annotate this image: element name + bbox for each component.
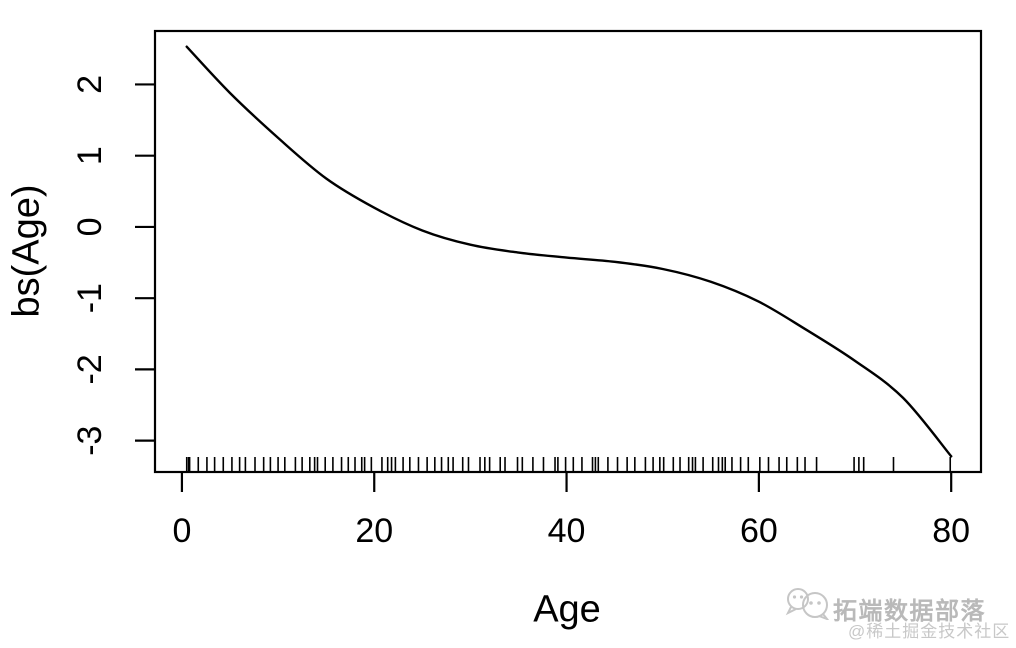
x-tick-label: 40 [548, 512, 586, 550]
x-tick-label: 0 [172, 512, 191, 550]
plot-box [153, 29, 983, 474]
y-tick-label: 1 [71, 146, 109, 165]
y-tick-label: -2 [71, 354, 109, 384]
x-tick-label: 60 [740, 512, 778, 550]
x-tick-label: 80 [932, 512, 970, 550]
watermark-chat-bubbles-icon [785, 588, 830, 620]
y-tick-label: -3 [71, 426, 109, 456]
watermark-brand-text: 拓端数据部落 [833, 598, 986, 625]
y-axis-title: bs(Age) [5, 184, 48, 318]
y-tick-label: -1 [71, 283, 109, 313]
y-tick-label: 2 [71, 75, 109, 94]
x-axis-title: Age [533, 588, 601, 631]
watermark-community-text: @稀土掘金技术社区 [848, 622, 1011, 641]
x-tick-label: 20 [355, 512, 393, 550]
spline-curve [185, 45, 953, 458]
y-tick-label: 0 [71, 217, 109, 236]
